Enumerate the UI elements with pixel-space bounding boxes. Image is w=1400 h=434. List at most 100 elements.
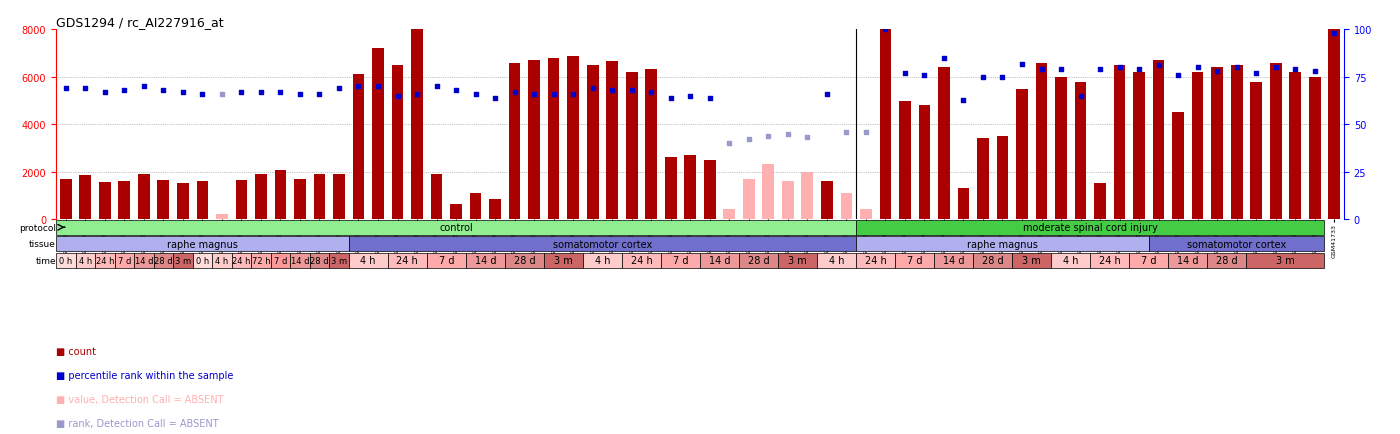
FancyBboxPatch shape — [818, 253, 857, 268]
Bar — [685, 156, 696, 220]
Point — [1070, 93, 1092, 100]
Bar — [704, 161, 715, 220]
Bar — [958, 189, 969, 220]
Bar — [372, 49, 384, 220]
FancyBboxPatch shape — [778, 253, 818, 268]
Bar — [1270, 63, 1281, 220]
Text: 28 d: 28 d — [748, 256, 770, 266]
Bar — [176, 184, 189, 220]
Bar — [547, 59, 560, 220]
FancyBboxPatch shape — [739, 253, 778, 268]
Text: protocol: protocol — [20, 223, 56, 232]
Bar — [1250, 82, 1261, 220]
Bar — [235, 181, 248, 220]
Bar — [1211, 68, 1224, 220]
Point — [269, 89, 291, 96]
Bar — [820, 182, 833, 220]
Point — [816, 91, 839, 98]
FancyBboxPatch shape — [622, 253, 661, 268]
Point — [1128, 66, 1151, 73]
Text: somatomotor cortex: somatomotor cortex — [553, 239, 652, 249]
Text: raphe magnus: raphe magnus — [967, 239, 1037, 249]
Bar — [626, 73, 637, 220]
Point — [659, 95, 682, 102]
FancyBboxPatch shape — [857, 237, 1149, 252]
Text: GDS1294 / rc_AI227916_at: GDS1294 / rc_AI227916_at — [56, 16, 224, 29]
Text: 3 m: 3 m — [1275, 256, 1295, 266]
Text: 0 h: 0 h — [59, 256, 73, 265]
FancyBboxPatch shape — [270, 253, 290, 268]
FancyBboxPatch shape — [582, 253, 622, 268]
Bar — [294, 179, 305, 220]
FancyBboxPatch shape — [973, 253, 1012, 268]
FancyBboxPatch shape — [661, 253, 700, 268]
Text: raphe magnus: raphe magnus — [167, 239, 238, 249]
Point — [386, 93, 409, 100]
FancyBboxPatch shape — [543, 253, 582, 268]
Text: 14 d: 14 d — [708, 256, 731, 266]
Bar — [508, 63, 521, 220]
Bar — [1309, 78, 1320, 220]
Point — [133, 84, 155, 91]
FancyBboxPatch shape — [56, 253, 76, 268]
Bar — [645, 69, 657, 220]
Point — [1148, 63, 1170, 70]
Point — [230, 89, 252, 96]
Point — [952, 97, 974, 104]
Text: 24 h: 24 h — [396, 256, 419, 266]
Text: 28 d: 28 d — [311, 256, 329, 265]
Bar — [99, 183, 111, 220]
Point — [153, 87, 175, 94]
Bar — [412, 28, 423, 220]
Point — [55, 85, 77, 92]
Bar — [879, 30, 892, 220]
Text: 14 d: 14 d — [134, 256, 153, 265]
FancyBboxPatch shape — [1246, 253, 1324, 268]
Text: 28 d: 28 d — [514, 256, 535, 266]
FancyBboxPatch shape — [1051, 253, 1091, 268]
Point — [932, 55, 955, 62]
Point — [972, 74, 994, 81]
Bar — [1056, 78, 1067, 220]
Bar — [451, 204, 462, 220]
Text: 3 m: 3 m — [175, 256, 190, 265]
Point — [426, 84, 448, 91]
Text: ■ rank, Detection Call = ABSENT: ■ rank, Detection Call = ABSENT — [56, 418, 218, 428]
Bar — [489, 199, 501, 220]
Text: 7 d: 7 d — [1141, 256, 1156, 266]
Text: 7 d: 7 d — [118, 256, 132, 265]
Text: 14 d: 14 d — [1177, 256, 1198, 266]
Text: 72 h: 72 h — [252, 256, 270, 265]
FancyBboxPatch shape — [349, 237, 857, 252]
FancyBboxPatch shape — [213, 253, 231, 268]
Bar — [1095, 184, 1106, 220]
Text: 7 d: 7 d — [907, 256, 923, 266]
Point — [249, 89, 272, 96]
Point — [1109, 65, 1131, 72]
Bar — [567, 56, 580, 220]
FancyBboxPatch shape — [56, 220, 857, 235]
Point — [465, 91, 487, 98]
Text: 7 d: 7 d — [673, 256, 689, 266]
Text: 7 d: 7 d — [274, 256, 287, 265]
Bar — [60, 179, 71, 220]
Bar — [1231, 66, 1243, 220]
Point — [347, 84, 370, 91]
FancyBboxPatch shape — [700, 253, 739, 268]
FancyBboxPatch shape — [857, 220, 1324, 235]
Point — [699, 95, 721, 102]
Point — [367, 84, 389, 91]
Point — [1205, 69, 1228, 76]
FancyBboxPatch shape — [290, 253, 309, 268]
FancyBboxPatch shape — [56, 237, 349, 252]
Point — [620, 87, 643, 94]
Bar — [1075, 82, 1086, 220]
Point — [524, 91, 546, 98]
FancyBboxPatch shape — [466, 253, 505, 268]
Bar — [157, 181, 169, 220]
FancyBboxPatch shape — [76, 253, 95, 268]
Point — [1011, 61, 1033, 68]
Bar — [763, 165, 774, 220]
Text: 3 m: 3 m — [330, 256, 347, 265]
Point — [308, 91, 330, 98]
